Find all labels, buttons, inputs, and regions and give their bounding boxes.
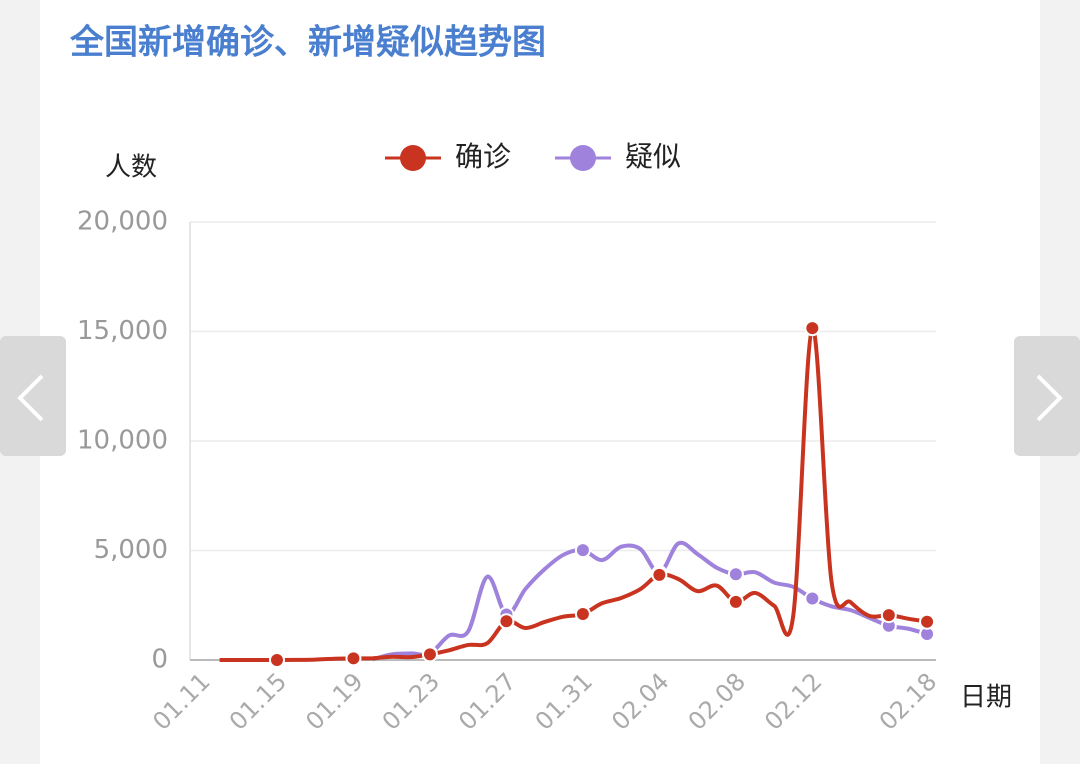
point [651,566,668,583]
legend-label: 疑似 [625,140,681,173]
card [40,0,1040,764]
y-tick-label: 10,000 [77,426,168,456]
point [727,593,744,610]
prev-icon [17,374,44,422]
point [345,650,362,667]
point [574,542,591,559]
next-icon [1036,374,1063,422]
point [268,652,285,668]
y-axis-label: 人数 [105,153,157,183]
point [498,613,515,630]
legend-marker [400,145,426,171]
line [372,540,928,662]
x-axis-label: 日期 [960,683,1012,713]
point [421,646,438,663]
point [880,607,897,624]
point [804,320,821,337]
prev-button[interactable] [0,336,66,456]
y-tick-label: 20,000 [77,207,168,237]
point [919,613,936,630]
point [574,605,591,622]
legend-marker [570,145,596,171]
point [804,590,821,607]
legend-label: 确诊 [455,140,511,173]
y-tick-label: 0 [151,645,168,675]
next-button[interactable] [1014,336,1080,456]
chart-title: 全国新增确诊、新增疑似趋势图 [69,23,546,63]
y-tick-label: 15,000 [77,316,168,346]
point [727,566,744,583]
y-tick-label: 5,000 [94,535,168,565]
